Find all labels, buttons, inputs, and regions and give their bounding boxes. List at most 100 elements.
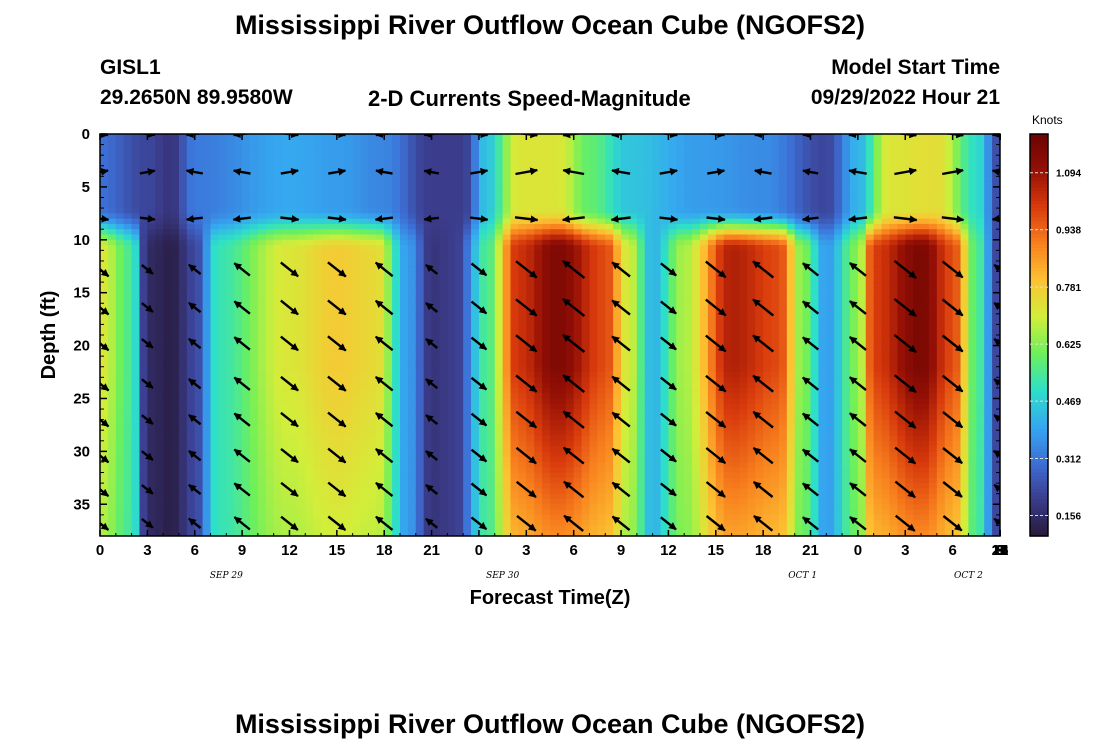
heatmap-cell: [297, 287, 306, 294]
heatmap-cell: [510, 324, 520, 331]
heatmap-cell: [297, 467, 306, 474]
heatmap-cell: [550, 483, 559, 489]
heatmap-cell: [155, 155, 164, 162]
heatmap-cell: [439, 472, 448, 479]
heatmap-cell: [202, 160, 212, 167]
heatmap-cell: [352, 319, 362, 326]
heatmap-cell: [384, 181, 393, 188]
heatmap-cell: [581, 192, 591, 199]
heatmap-cell: [273, 372, 283, 378]
heatmap-cell: [581, 446, 591, 452]
heatmap-cell: [431, 520, 441, 527]
heatmap-cell: [194, 324, 204, 331]
heatmap-cell: [400, 520, 409, 527]
heatmap-cell: [557, 440, 567, 447]
heatmap-cell: [510, 250, 520, 257]
heatmap-cell: [565, 213, 575, 220]
heatmap-cell: [605, 176, 614, 183]
heatmap-cell: [107, 181, 117, 188]
heatmap-cell: [581, 414, 591, 421]
heatmap-cell: [147, 498, 156, 505]
heatmap-cell: [439, 160, 448, 167]
heatmap-cell: [115, 414, 125, 421]
heatmap-cell: [210, 504, 220, 511]
heatmap-cell: [510, 329, 520, 336]
heatmap-cell: [526, 467, 535, 474]
heatmap-cell: [407, 139, 417, 146]
heatmap-cell: [313, 329, 322, 336]
heatmap-cell: [439, 255, 448, 262]
heatmap-cell: [257, 144, 267, 151]
heatmap-cell: [352, 514, 362, 521]
heatmap-cell: [123, 160, 133, 167]
heatmap-cell: [242, 451, 251, 458]
heatmap-cell: [265, 440, 275, 447]
heatmap-cell: [321, 366, 330, 373]
heatmap-cell: [486, 372, 496, 378]
heatmap-cell: [352, 483, 362, 489]
heatmap-cell: [557, 308, 567, 315]
heatmap-cell: [297, 446, 306, 452]
heatmap-cell: [328, 245, 338, 251]
heatmap-cell: [178, 139, 188, 146]
heatmap-cell: [178, 313, 188, 320]
heatmap-cell: [131, 372, 141, 378]
heatmap-cell: [573, 366, 583, 373]
heatmap-cell: [202, 393, 212, 400]
heatmap-cell: [305, 350, 314, 357]
heatmap-cell: [565, 192, 575, 199]
heatmap-cell: [178, 451, 188, 458]
heatmap-cell: [376, 245, 385, 251]
heatmap-cell: [368, 472, 377, 479]
heatmap-cell: [131, 165, 141, 172]
heatmap-cell: [415, 356, 425, 363]
heatmap-cell: [542, 350, 551, 357]
heatmap-cell: [557, 398, 567, 405]
heatmap-cell: [336, 234, 346, 241]
heatmap-cell: [392, 202, 401, 209]
heatmap-cell: [550, 324, 559, 331]
heatmap-cell: [328, 530, 338, 536]
heatmap-cell: [447, 181, 456, 188]
heatmap-cell: [186, 472, 196, 479]
heatmap-cell: [155, 186, 164, 193]
heatmap-cell: [526, 435, 535, 442]
heatmap-cell: [573, 271, 583, 278]
heatmap-cell: [186, 192, 196, 199]
heatmap-cell: [242, 493, 251, 500]
heatmap-cell: [131, 160, 141, 167]
heatmap-cell: [171, 403, 180, 410]
heatmap-cell: [210, 435, 220, 442]
heatmap-cell: [107, 345, 117, 352]
heatmap-cell: [131, 493, 141, 500]
heatmap-cell: [163, 356, 172, 363]
heatmap-cell: [123, 467, 133, 474]
heatmap-cell: [384, 282, 393, 288]
heatmap-cell: [597, 414, 606, 421]
heatmap-cell: [115, 456, 125, 463]
heatmap-cell: [360, 435, 370, 442]
heatmap-cell: [613, 276, 622, 283]
heatmap-cell: [550, 260, 559, 267]
heatmap-cell: [107, 461, 117, 468]
heatmap-cell: [565, 419, 575, 426]
heatmap-cell: [573, 520, 583, 527]
heatmap-cell: [289, 335, 298, 341]
heatmap-cell: [550, 165, 559, 172]
heatmap-cell: [597, 366, 606, 373]
heatmap-cell: [565, 139, 575, 146]
heatmap-cell: [392, 271, 401, 278]
heatmap-cell: [352, 435, 362, 442]
heatmap-cell: [368, 282, 377, 288]
heatmap-cell: [131, 197, 141, 204]
heatmap-cell: [305, 456, 314, 463]
heatmap-cell: [273, 292, 283, 299]
heatmap-cell: [494, 324, 504, 331]
heatmap-cell: [218, 313, 227, 320]
heatmap-cell: [478, 393, 488, 400]
heatmap-cell: [305, 271, 314, 278]
heatmap-cell: [250, 361, 259, 368]
heatmap-cell: [360, 498, 370, 505]
heatmap-cell: [376, 202, 385, 209]
heatmap-cell: [178, 440, 188, 447]
